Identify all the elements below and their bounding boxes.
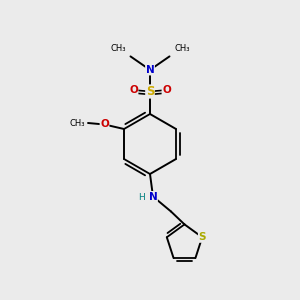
Text: O: O [129, 85, 138, 95]
Text: CH₃: CH₃ [70, 118, 85, 127]
Text: CH₃: CH₃ [174, 44, 190, 53]
Text: O: O [162, 85, 171, 95]
Text: H: H [138, 194, 145, 202]
Text: N: N [148, 191, 158, 202]
Text: S: S [198, 232, 206, 242]
Text: O: O [100, 119, 109, 130]
Text: S: S [146, 85, 154, 98]
Text: N: N [146, 65, 154, 75]
Text: CH₃: CH₃ [110, 44, 126, 53]
